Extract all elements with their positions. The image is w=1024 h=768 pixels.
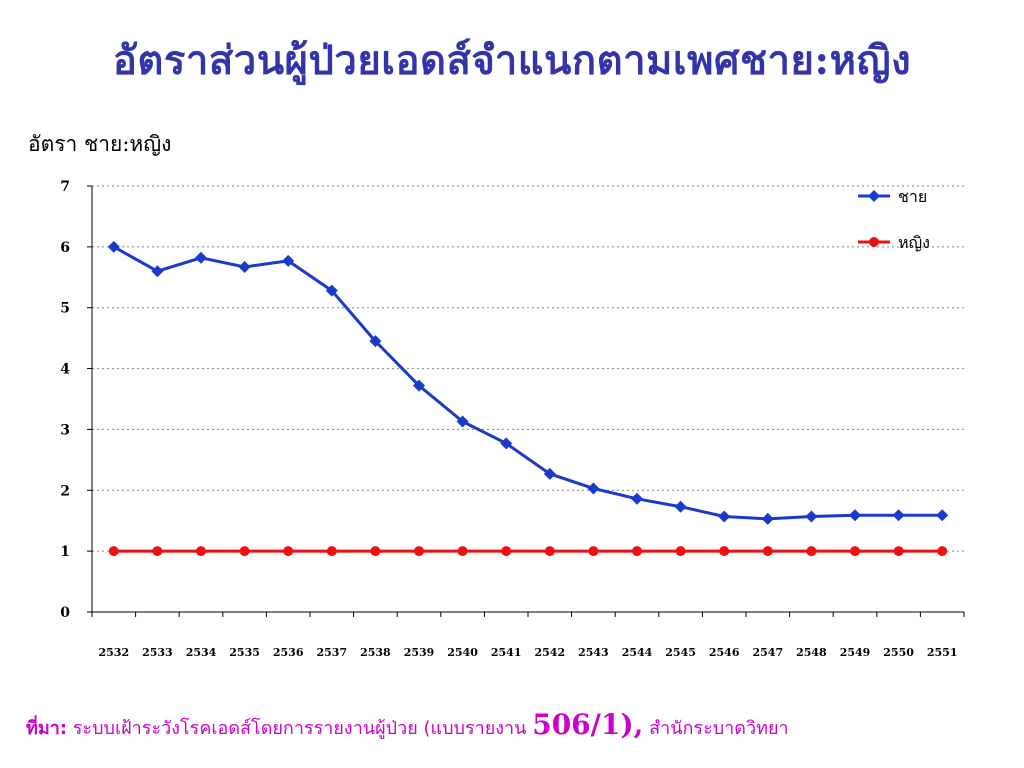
x-tick-label: 2534 xyxy=(186,646,217,659)
data-point xyxy=(413,379,425,392)
legend-entry: หญิง xyxy=(858,233,930,252)
x-tick-label: 2541 xyxy=(491,646,522,659)
x-tick-label: 2546 xyxy=(709,646,740,659)
source-agency: สำนักระบาดวิทยา xyxy=(649,718,789,739)
y-tick-label: 1 xyxy=(60,544,70,560)
data-point xyxy=(369,335,382,348)
y-axis-title: อัตรา ชาย:หญิง xyxy=(28,132,172,156)
data-point xyxy=(151,265,164,278)
data-point xyxy=(501,546,512,557)
source-report-number: 506/1), xyxy=(532,708,644,741)
x-tick-label: 2551 xyxy=(927,646,958,659)
x-tick-label: 2544 xyxy=(622,646,653,659)
data-point xyxy=(543,467,556,480)
data-point xyxy=(456,415,469,428)
data-point xyxy=(500,437,513,450)
y-tick-label: 0 xyxy=(60,605,70,621)
data-point xyxy=(893,546,904,557)
source-note: ที่มา: ระบบเฝ้าระวังโรคเอดส์โดยการรายงาน… xyxy=(26,708,789,742)
data-point xyxy=(326,546,337,557)
y-tick-label: 5 xyxy=(60,301,70,317)
data-point xyxy=(588,546,599,557)
data-point xyxy=(936,509,949,522)
data-point xyxy=(414,546,424,557)
data-point xyxy=(370,546,381,557)
series-male xyxy=(107,240,949,525)
data-point xyxy=(805,510,818,523)
y-tick-label: 4 xyxy=(60,362,70,378)
legend-entry: ชาย xyxy=(858,187,927,206)
x-tick-label: 2543 xyxy=(578,646,609,659)
y-tick-label: 6 xyxy=(60,240,70,256)
data-point xyxy=(107,240,120,253)
x-tick-label: 2550 xyxy=(883,646,914,659)
data-point xyxy=(632,546,642,557)
x-tick-label: 2549 xyxy=(840,646,871,659)
data-point xyxy=(283,546,294,557)
legend-label: ชาย xyxy=(898,187,927,206)
legend-marker xyxy=(868,190,880,202)
x-tick-label: 2548 xyxy=(796,646,827,659)
series-female xyxy=(108,546,948,557)
source-text: ระบบเฝ้าระวังโรคเอดส์โดยการรายงานผู้ป่วย… xyxy=(72,718,527,739)
x-tick-label: 2545 xyxy=(665,646,696,659)
gridlines xyxy=(92,185,964,552)
data-point xyxy=(892,509,905,522)
series-lines xyxy=(107,240,949,557)
data-point xyxy=(761,512,774,525)
data-point xyxy=(239,546,250,557)
data-point xyxy=(850,546,860,557)
x-tick-label: 2532 xyxy=(98,646,129,659)
data-point xyxy=(195,251,207,264)
legend-marker xyxy=(869,237,879,247)
x-tick-label: 2536 xyxy=(273,646,304,659)
data-point xyxy=(675,546,686,557)
data-point xyxy=(108,546,119,557)
data-point xyxy=(152,546,163,557)
data-point xyxy=(238,260,251,273)
series-line xyxy=(113,245,943,521)
data-point xyxy=(849,509,861,522)
data-point xyxy=(544,546,555,557)
legend-label: หญิง xyxy=(898,233,930,252)
data-point xyxy=(457,546,468,557)
data-point xyxy=(719,546,730,557)
x-tick-label: 2542 xyxy=(534,646,565,659)
y-tick-label: 2 xyxy=(60,483,70,499)
x-tick-label: 2538 xyxy=(360,646,391,659)
x-tick-label: 2537 xyxy=(316,646,347,659)
x-tick-label: 2533 xyxy=(142,646,173,659)
y-tick-label: 7 xyxy=(60,179,70,195)
x-tick-label: 2539 xyxy=(404,646,435,659)
data-point xyxy=(631,492,643,505)
data-point xyxy=(325,284,338,297)
data-point xyxy=(282,254,295,267)
data-point xyxy=(937,546,948,557)
data-point xyxy=(587,482,600,495)
y-tick-label: 3 xyxy=(60,422,70,438)
x-tick-label: 2547 xyxy=(752,646,783,659)
data-point xyxy=(718,510,731,523)
x-tick-label: 2535 xyxy=(229,646,260,659)
line-chart: 0 1 2 3 4 5 6 7 2532 2533 2534 2535 2536 2537 2538 2539… xyxy=(60,179,965,659)
data-point xyxy=(806,546,817,557)
axes: 0 1 2 3 4 5 6 7 2532 2533 2534 2535 2536 2537 2538 2539… xyxy=(60,179,965,659)
data-point xyxy=(196,546,206,557)
data-point xyxy=(762,546,773,557)
data-point xyxy=(674,500,687,513)
x-tick-label: 2540 xyxy=(447,646,478,659)
slide-title: อัตราส่วนผู้ป่วยเอดส์จำแนกตามเพศชาย:หญิง xyxy=(112,37,912,84)
source-label: ที่มา: xyxy=(26,718,68,739)
